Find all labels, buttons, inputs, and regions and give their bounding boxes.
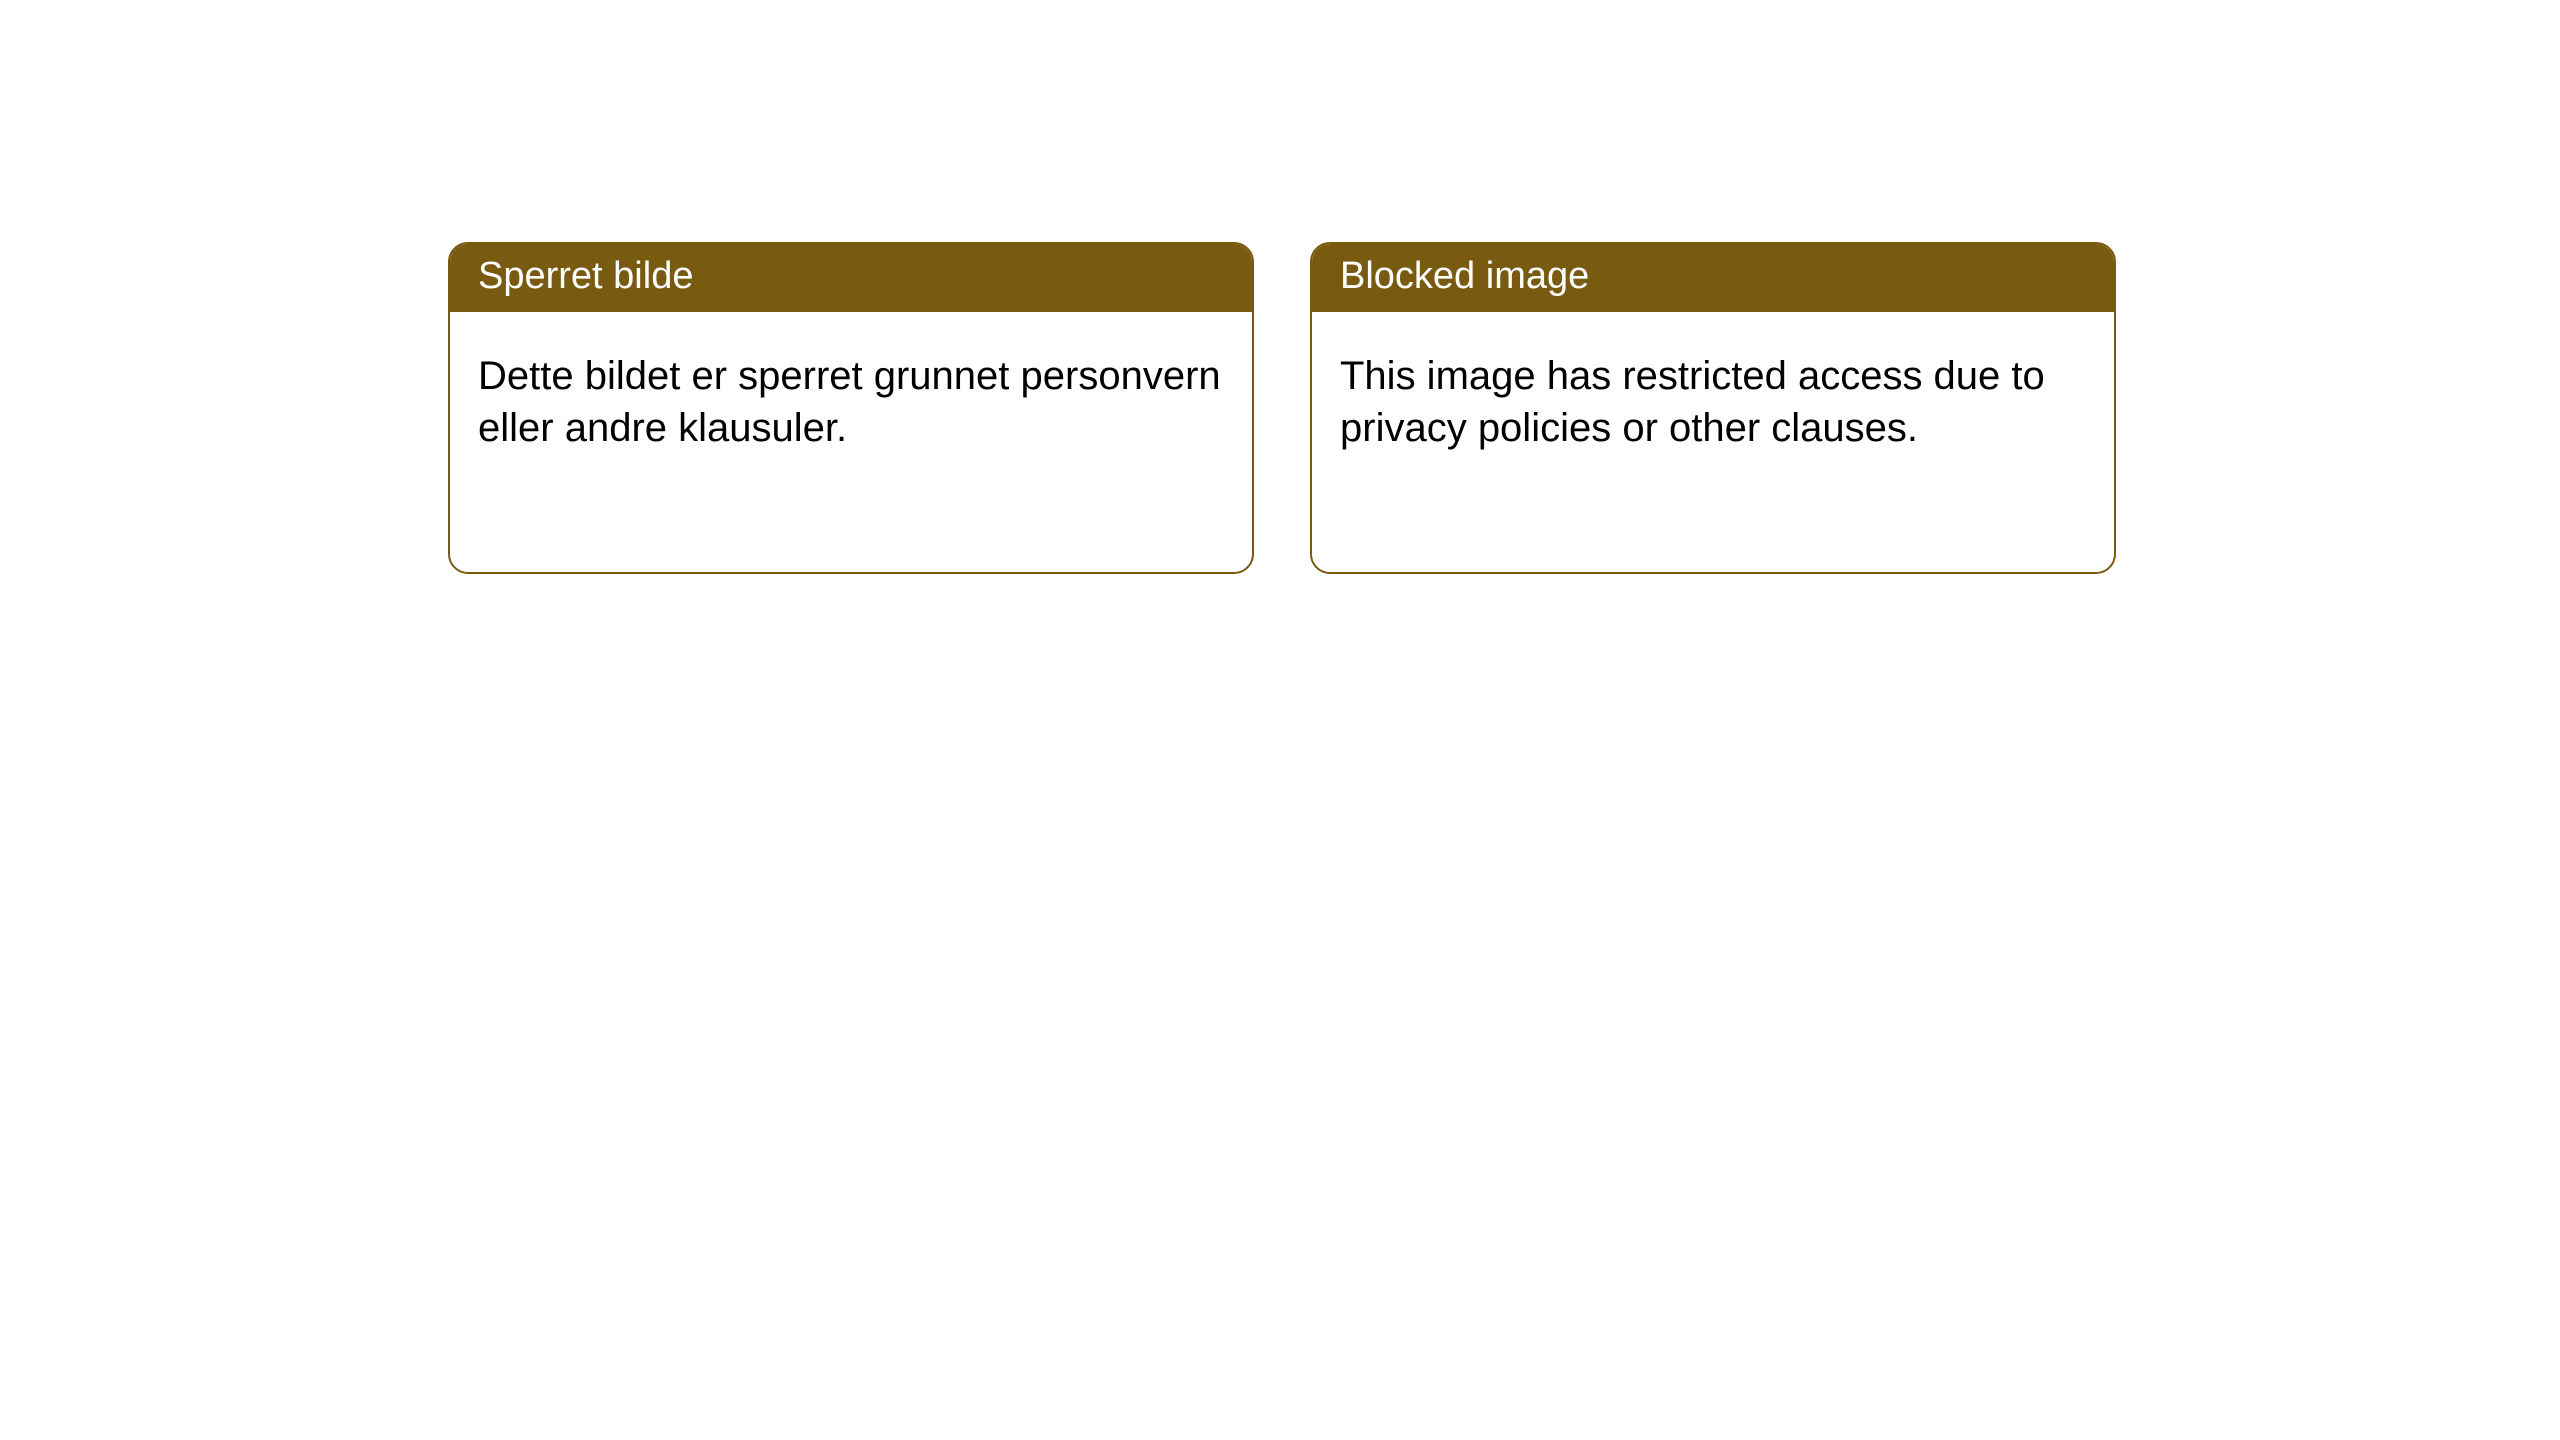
notice-card-english: Blocked image This image has restricted … [1310,242,2116,574]
notice-card-body: This image has restricted access due to … [1312,312,2114,492]
notice-card-body: Dette bildet er sperret grunnet personve… [450,312,1252,492]
notice-card-norwegian: Sperret bilde Dette bildet er sperret gr… [448,242,1254,574]
notice-card-title: Blocked image [1312,244,2114,312]
notice-card-title: Sperret bilde [450,244,1252,312]
notice-cards-container: Sperret bilde Dette bildet er sperret gr… [0,0,2560,574]
